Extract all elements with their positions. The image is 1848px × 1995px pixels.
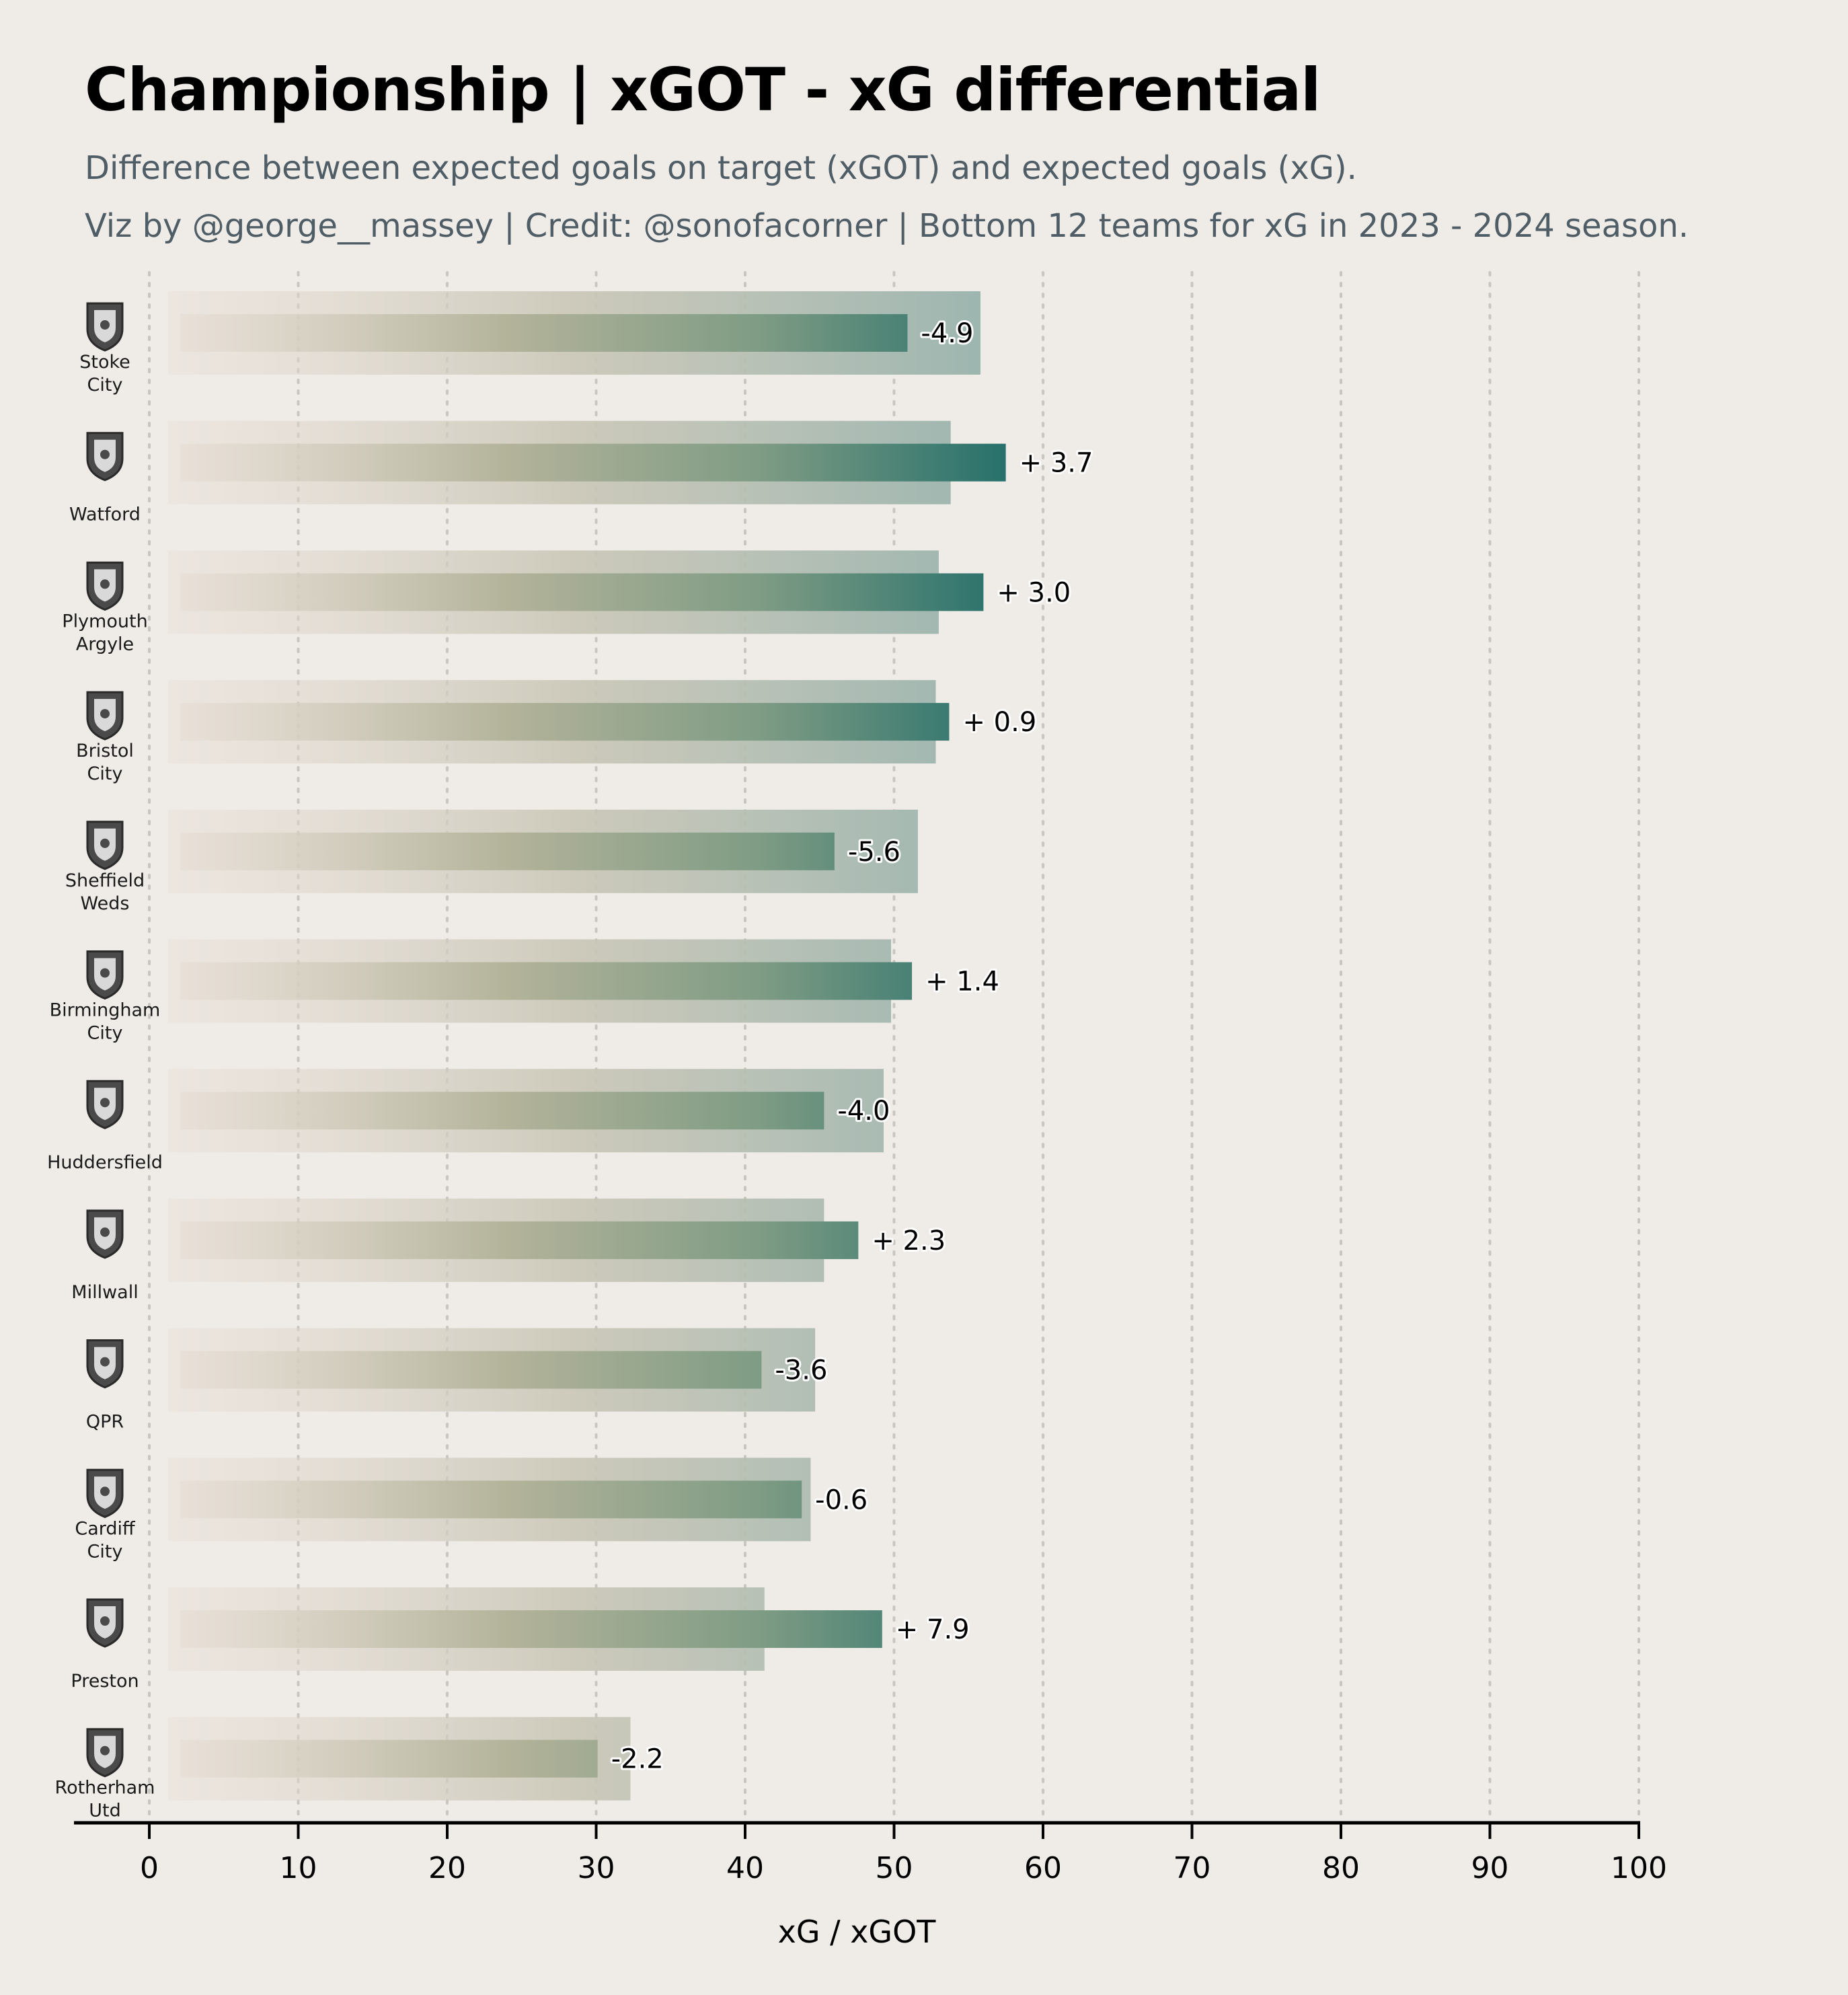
team-label: Rotherham xyxy=(55,1778,155,1799)
x-tick-label: 20 xyxy=(428,1851,466,1885)
xgot-bar xyxy=(180,832,835,870)
x-tick-label: 10 xyxy=(280,1851,317,1885)
team-label: Cardiff xyxy=(75,1518,136,1539)
watford-crest-icon xyxy=(86,432,124,482)
rotherham-utd-crest-icon xyxy=(86,1728,124,1778)
team-label: City xyxy=(87,763,123,784)
preston-crest-icon xyxy=(86,1598,124,1648)
differential-label: + 0.9 xyxy=(962,707,1036,738)
chart-subtitle: Difference between expected goals on tar… xyxy=(85,149,1357,187)
xgot-bar xyxy=(180,1739,598,1778)
team-label: Watford xyxy=(69,504,141,525)
team-label: Utd xyxy=(89,1801,121,1821)
differential-label: + 7.9 xyxy=(896,1614,970,1645)
differential-label: + 3.7 xyxy=(1019,448,1093,479)
differential-label: -4.0 xyxy=(837,1096,890,1127)
plymouth-argyle-crest-icon xyxy=(86,561,124,611)
x-tick-label: 0 xyxy=(140,1851,159,1885)
differential-label: -2.2 xyxy=(611,1744,664,1775)
team-label: Bristol xyxy=(76,741,134,761)
x-tick-label: 40 xyxy=(726,1851,764,1885)
x-tick-label: 50 xyxy=(876,1851,913,1885)
chart-title: Championship | xGOT - xG differential xyxy=(85,55,1321,124)
chart-credit: Viz by @george__massey | Credit: @sonofa… xyxy=(85,207,1689,245)
huddersfield-crest-icon xyxy=(86,1080,124,1129)
x-axis: 0 10 20 30 40 50 60 70 80 90 100 xG / xGOT xyxy=(74,1821,1667,1950)
xgot-bar xyxy=(180,962,913,1000)
team-label: City xyxy=(87,375,123,396)
stoke-city-crest-icon xyxy=(86,302,124,352)
xgot-bar xyxy=(180,1351,762,1389)
xgot-bar xyxy=(180,443,1006,482)
team-label: City xyxy=(87,1541,123,1562)
xgot-bar xyxy=(180,314,908,352)
team-label: Argyle xyxy=(76,634,134,654)
differential-label: + 1.4 xyxy=(925,967,999,998)
team-label: Plymouth xyxy=(62,611,147,632)
xgot-bar xyxy=(180,1480,802,1519)
team-label: Weds xyxy=(81,893,130,914)
gridlines xyxy=(148,271,1640,1824)
x-tick-label: 100 xyxy=(1611,1851,1667,1885)
xgot-bar xyxy=(180,1092,824,1130)
differential-label: -4.9 xyxy=(921,318,973,349)
team-label: City xyxy=(87,1023,123,1044)
bars: -4.9 + 3.7 + 3.0 + 0.9 -5.6 + 1.4 -4.0 + 2.3 -3.… xyxy=(168,291,1095,1801)
x-tick-label: 80 xyxy=(1322,1851,1360,1885)
team-label: Sheffield xyxy=(65,870,145,891)
birmingham-city-crest-icon xyxy=(86,950,124,1000)
millwall-crest-icon xyxy=(86,1209,124,1259)
x-tick-label: 30 xyxy=(578,1851,615,1885)
bristol-city-crest-icon xyxy=(86,691,124,741)
xgot-bar xyxy=(180,573,984,611)
differential-label: -5.6 xyxy=(848,837,900,868)
x-tick-label: 70 xyxy=(1173,1851,1211,1885)
xgot-bar xyxy=(180,1610,882,1648)
differential-label: + 3.0 xyxy=(997,577,1071,608)
team-label: Millwall xyxy=(71,1282,138,1303)
x-axis-title: xG / xGOT xyxy=(778,1914,937,1950)
differential-label: -3.6 xyxy=(775,1355,827,1386)
team-label: Stoke xyxy=(79,352,130,373)
xgot-bar xyxy=(180,703,950,741)
cardiff-city-crest-icon xyxy=(86,1468,124,1518)
differential-label: + 2.3 xyxy=(872,1226,946,1256)
team-labels: StokeCityWatfordPlymouthArgyleBristolCit… xyxy=(47,302,163,1821)
x-tick-label: 60 xyxy=(1024,1851,1062,1885)
x-tick-label: 90 xyxy=(1471,1851,1509,1885)
team-label: Birmingham xyxy=(50,1000,161,1021)
qpr-crest-icon xyxy=(86,1339,124,1389)
team-label: Preston xyxy=(71,1671,139,1692)
differential-label: -0.6 xyxy=(815,1484,868,1515)
team-label: Huddersfield xyxy=(47,1152,163,1173)
sheffield-weds-crest-icon xyxy=(86,821,124,870)
team-label: QPR xyxy=(86,1412,124,1433)
xgot-bar xyxy=(180,1221,859,1259)
